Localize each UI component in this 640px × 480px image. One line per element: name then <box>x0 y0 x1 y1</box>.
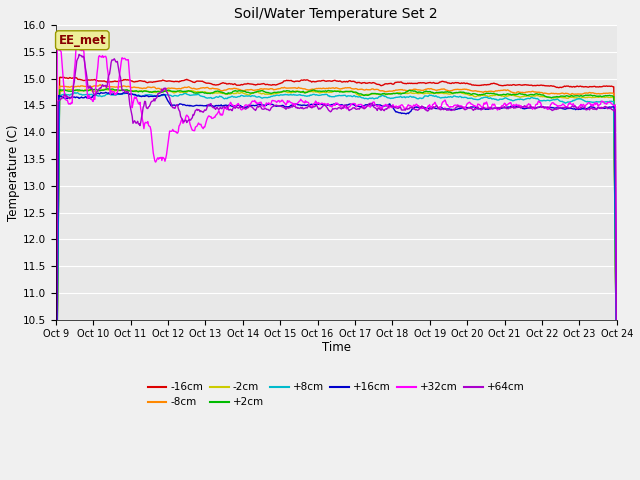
Y-axis label: Temperature (C): Temperature (C) <box>7 124 20 221</box>
X-axis label: Time: Time <box>322 341 351 354</box>
Title: Soil/Water Temperature Set 2: Soil/Water Temperature Set 2 <box>234 7 438 21</box>
Text: EE_met: EE_met <box>58 34 106 47</box>
Legend: -16cm, -8cm, -2cm, +2cm, +8cm, +16cm, +32cm, +64cm: -16cm, -8cm, -2cm, +2cm, +8cm, +16cm, +3… <box>143 378 529 412</box>
